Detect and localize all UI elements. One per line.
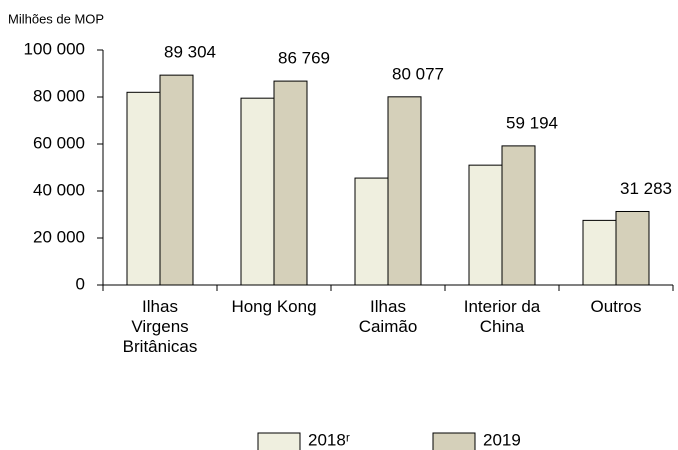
- legend-label: 2018ʳ: [308, 430, 350, 449]
- y-tick-label: 80 000: [33, 86, 85, 105]
- bar: [468, 164, 503, 286]
- bar: [159, 74, 194, 286]
- x-tick-label: Interior da China: [463, 297, 541, 336]
- legend-swatch: [257, 432, 301, 450]
- bar: [582, 219, 617, 286]
- y-tick-label: 40 000: [33, 180, 85, 199]
- value-label: 89 304: [164, 43, 216, 62]
- y-tick-label: 0: [76, 274, 85, 293]
- bar: [387, 96, 422, 286]
- x-tick-label: Ilhas Virgens Britânicas: [122, 297, 198, 356]
- x-tick-label: Ilhas Caimão: [358, 297, 418, 336]
- x-tick-label: Outros: [590, 297, 642, 316]
- bar: [615, 210, 650, 286]
- value-label: 80 077: [392, 64, 444, 83]
- legend-swatch: [432, 432, 476, 450]
- bar: [126, 91, 161, 286]
- value-label: 86 769: [278, 49, 330, 68]
- bar: [240, 97, 275, 286]
- y-axis-label: Milhões de MOP: [8, 11, 104, 26]
- value-label: 31 283: [620, 179, 672, 198]
- legend-label: 2019: [483, 430, 521, 449]
- bar: [273, 80, 308, 286]
- bar: [501, 145, 536, 286]
- x-tick-label: Hong Kong: [231, 297, 317, 316]
- y-tick-label: 20 000: [33, 227, 85, 246]
- value-label: 59 194: [506, 113, 558, 132]
- y-tick-label: 60 000: [33, 133, 85, 152]
- bar: [354, 177, 389, 286]
- y-tick-label: 100 000: [24, 39, 85, 58]
